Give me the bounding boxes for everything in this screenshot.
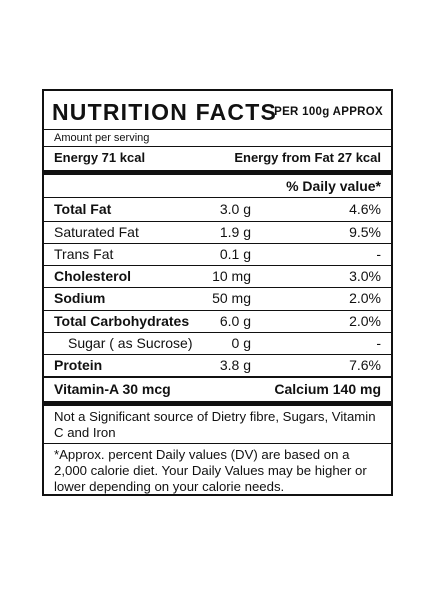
nutrient-name: Total Fat [54, 201, 112, 217]
divider [44, 376, 391, 378]
divider [44, 332, 391, 333]
vitamin-mineral-row: Vitamin-A 30 mcg Calcium 140 mg [54, 379, 381, 399]
divider [44, 265, 391, 266]
energy-value: Energy 71 kcal [54, 150, 146, 165]
nutrient-row-trans-fat: Trans Fat 0.1 g - [54, 244, 381, 264]
nutrient-name: Sugar ( as Sucrose) [68, 335, 193, 351]
nutrient-amount: 10 mg [212, 268, 251, 284]
nutrient-dv: 7.6% [349, 357, 381, 373]
nutrient-dv: 9.5% [349, 224, 381, 240]
nutrient-row-protein: Protein 3.8 g 7.6% [54, 355, 381, 375]
nutrient-name: Saturated Fat [54, 224, 139, 240]
nutrient-row-cholesterol: Cholesterol 10 mg 3.0% [54, 266, 381, 286]
divider [44, 354, 391, 355]
thick-divider [44, 401, 391, 406]
nutrient-name: Protein [54, 357, 103, 373]
divider [44, 146, 391, 147]
nutrient-dv: - [376, 246, 381, 262]
energy-from-fat-value: Energy from Fat 27 kcal [234, 150, 381, 165]
disclaimer-note: *Approx. percent Daily values (DV) are b… [54, 447, 367, 494]
nutrient-name: Trans Fat [54, 246, 114, 262]
significance-note: Not a Significant source of Dietry fibre… [54, 409, 376, 440]
nutrient-row-sodium: Sodium 50 mg 2.0% [54, 288, 381, 308]
nutrient-amount: 0.1 g [219, 246, 251, 262]
daily-value-header: % Daily value* [286, 178, 381, 194]
nutrient-dv: 2.0% [349, 290, 381, 306]
nutrient-dv: - [376, 335, 381, 351]
title-row: NUTRITION FACTS PER 100g APPROX [52, 95, 383, 129]
nutrient-amount: 6.0 g [219, 313, 251, 329]
nutrient-dv: 3.0% [349, 268, 381, 284]
nutrient-name: Cholesterol [54, 268, 132, 284]
nutrient-amount: 1.9 g [219, 224, 251, 240]
nutrient-row-saturated-fat: Saturated Fat 1.9 g 9.5% [54, 222, 381, 242]
nutrient-dv: 2.0% [349, 313, 381, 329]
divider [44, 310, 391, 311]
divider [44, 221, 391, 222]
nutrient-row-total-carbohydrates: Total Carbohydrates 6.0 g 2.0% [54, 311, 381, 331]
divider [44, 197, 391, 198]
nutrient-row-sugar: Sugar ( as Sucrose) 0 g - [54, 333, 381, 353]
nutrient-row-total-fat: Total Fat 3.0 g 4.6% [54, 199, 381, 219]
amount-per-serving-label: Amount per serving [54, 132, 150, 144]
nutrient-amount: 0 g [231, 335, 251, 351]
nutrient-dv: 4.6% [349, 201, 381, 217]
vitamin-a-value: Vitamin-A 30 mcg [54, 381, 171, 397]
nutrient-name: Sodium [54, 290, 106, 306]
nutrient-amount: 3.8 g [219, 357, 251, 373]
calcium-value: Calcium 140 mg [274, 381, 381, 397]
nutrient-name: Total Carbohydrates [54, 313, 190, 329]
thick-divider [44, 170, 391, 175]
nutrition-facts-title: NUTRITION FACTS [52, 99, 277, 125]
nutrient-amount: 50 mg [212, 290, 251, 306]
divider [44, 287, 391, 288]
serving-basis: PER 100g APPROX [274, 106, 383, 118]
nutrition-facts-panel: NUTRITION FACTS PER 100g APPROX Amount p… [42, 89, 393, 496]
divider [44, 129, 391, 130]
divider [44, 443, 391, 444]
divider [44, 243, 391, 244]
nutrient-amount: 3.0 g [219, 201, 251, 217]
energy-row: Energy 71 kcal Energy from Fat 27 kcal [54, 148, 381, 168]
